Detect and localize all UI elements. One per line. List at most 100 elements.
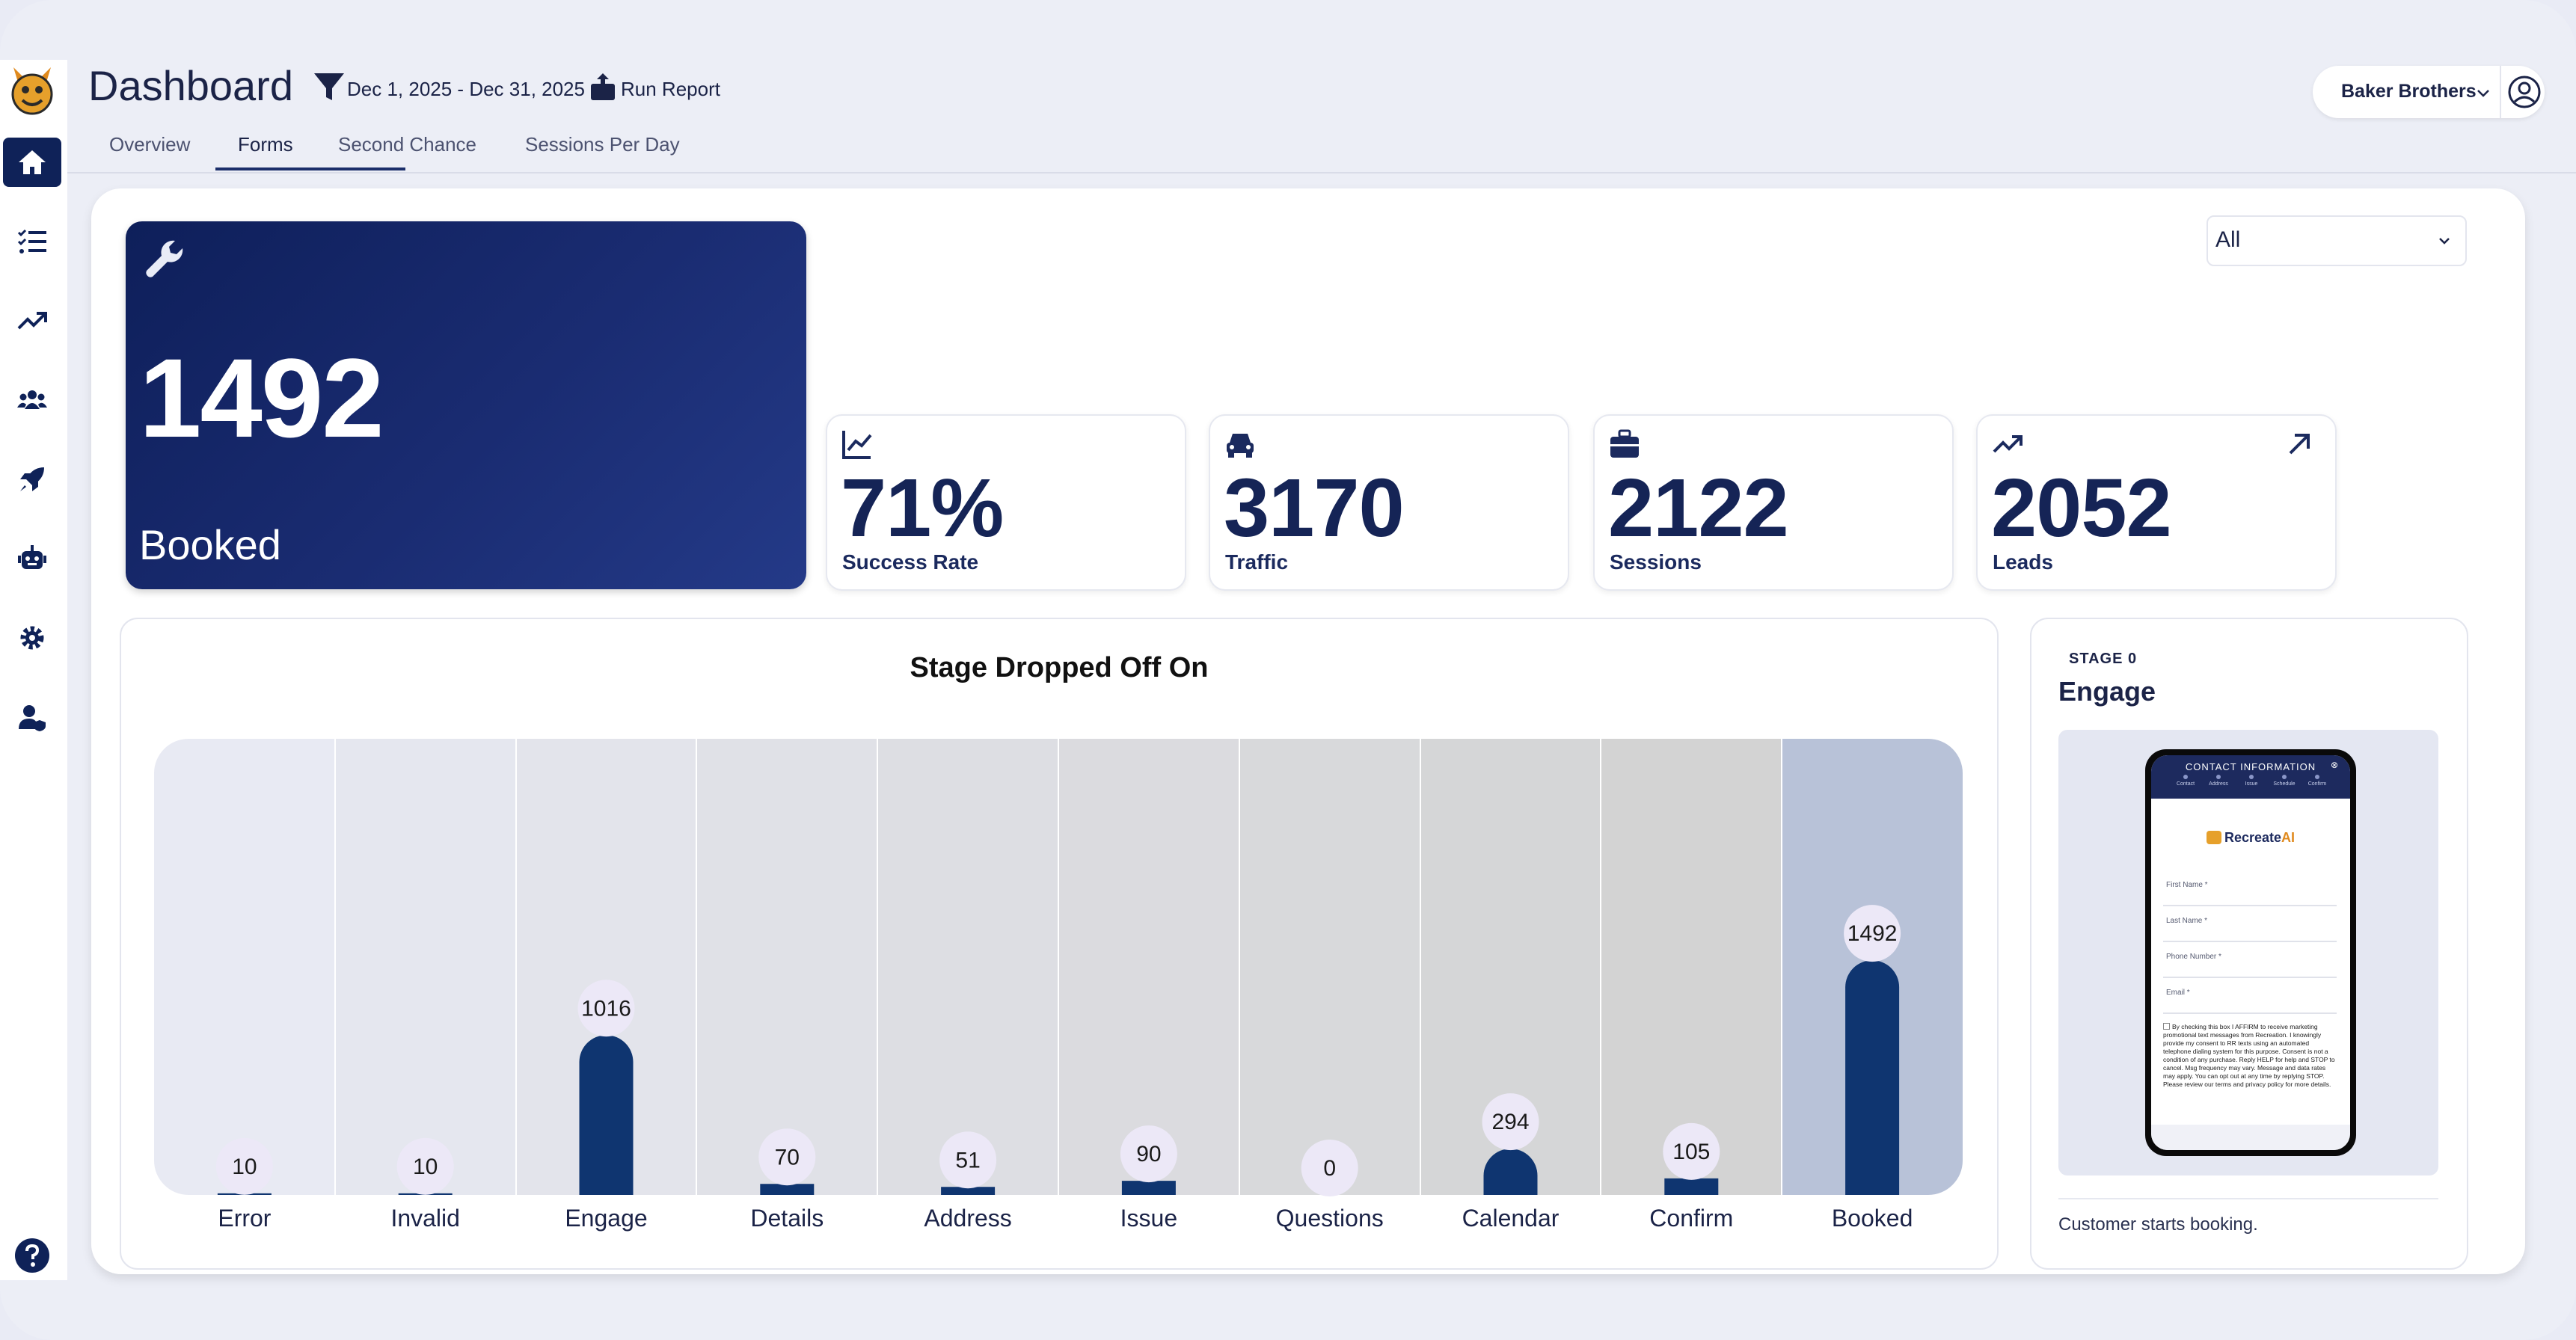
trending-icon — [1993, 435, 2023, 453]
chart-bar[interactable] — [941, 1187, 996, 1195]
page-title: Dashboard — [88, 62, 293, 109]
stat-card-sessions: 2122 Sessions — [1593, 414, 1954, 591]
phone-screen: CONTACT INFORMATION ⊗ Contact Address Is… — [2151, 755, 2350, 1150]
stat-value: 2122 — [1608, 462, 1789, 554]
chart-column-separator — [1600, 739, 1602, 1195]
gear-icon — [20, 626, 44, 650]
tab-overview[interactable]: Overview — [109, 133, 191, 156]
external-arrow-icon[interactable] — [2284, 429, 2314, 459]
close-icon: ⊗ — [2331, 760, 2339, 770]
chart-category-label: Questions — [1276, 1205, 1384, 1232]
share-icon[interactable] — [589, 72, 616, 102]
chart-label-bubble — [1120, 1125, 1177, 1183]
chart-label-bubble — [1663, 1122, 1720, 1180]
chart-bar-group[interactable]: 105 Confirm — [1649, 1122, 1733, 1232]
sidebar-item-admin[interactable] — [3, 692, 61, 742]
chart-bar-group[interactable]: 10 Invalid — [390, 1137, 460, 1232]
chart-data-label: 1016 — [581, 996, 631, 1021]
stat-card-leads[interactable]: 2052 Leads — [1976, 414, 2337, 591]
trending-icon — [17, 312, 47, 330]
home-icon — [19, 150, 46, 174]
form-filter-select[interactable]: All — [2207, 215, 2467, 266]
chart-category-label: Address — [924, 1205, 1011, 1232]
phone-step: Schedule — [2268, 775, 2301, 787]
account-name: Baker Brothers — [2341, 81, 2477, 102]
stage-tag: STAGE 0 — [2069, 651, 2138, 667]
sidebar-item-rocket[interactable] — [3, 455, 61, 504]
sidebar-item-home[interactable] — [3, 138, 61, 187]
chart-bar[interactable] — [1664, 1178, 1719, 1195]
sidebar-item-users[interactable] — [3, 375, 61, 425]
chart-category-label: Calendar — [1462, 1205, 1560, 1232]
hero-value: 1492 — [139, 335, 384, 461]
phone-field: First Name * — [2163, 878, 2337, 906]
chart-category-label: Confirm — [1649, 1205, 1733, 1232]
chart-bar-group[interactable]: 10 Error — [215, 1137, 273, 1232]
stat-card-traffic: 3170 Traffic — [1209, 414, 1569, 591]
stage-name: Engage — [2058, 676, 2156, 707]
chart-bar-group[interactable]: 1016 Engage — [565, 980, 648, 1232]
filter-icon[interactable] — [311, 69, 347, 105]
brand-logo: RecreateAI — [2151, 830, 2350, 846]
chart-category-label: Error — [218, 1205, 271, 1232]
chart-column-separator — [1781, 739, 1783, 1195]
robot-icon — [18, 545, 46, 569]
chart-label-bubble — [939, 1131, 997, 1189]
tab-sessions-per-day[interactable]: Sessions Per Day — [525, 133, 680, 156]
phone-header: CONTACT INFORMATION ⊗ Contact Address Is… — [2151, 755, 2350, 799]
chart-card: Stage Dropped Off On 10 Error 10 Invalid 101… — [120, 618, 1999, 1270]
run-report-button[interactable]: Run Report — [621, 78, 720, 100]
users-icon — [17, 390, 47, 409]
chart-category-label: Booked — [1832, 1205, 1913, 1232]
wrench-icon — [146, 240, 183, 277]
chart-bar-group[interactable]: 1492 Booked — [1832, 905, 1913, 1232]
chart-bar-group[interactable]: 90 Issue — [1120, 1125, 1177, 1232]
phone-step: Address — [2202, 775, 2235, 787]
stat-card-success-rate: 71% Success Rate — [826, 414, 1186, 591]
form-filter-value: All — [2215, 227, 2241, 252]
chart-data-label: 70 — [775, 1145, 800, 1170]
chart-data-label: 0 — [1323, 1156, 1336, 1181]
phone-mockup: CONTACT INFORMATION ⊗ Contact Address Is… — [2145, 749, 2356, 1156]
user-circle-icon[interactable] — [2507, 75, 2542, 109]
chart-bar-group[interactable]: 294 Calendar — [1462, 1093, 1560, 1232]
sidebar-item-trending[interactable] — [3, 296, 61, 345]
rocket-icon — [20, 467, 44, 491]
stage-dropoff-chart: 10 Error 10 Invalid 1016 Engage 70 Details 51 Add… — [215, 905, 1913, 1232]
chart-bar-group[interactable]: 70 Details — [750, 1128, 824, 1232]
sidebar-item-settings[interactable] — [3, 613, 61, 663]
chart-column-bg — [696, 739, 878, 1195]
chart-bar[interactable] — [1845, 960, 1900, 1195]
account-switcher[interactable]: Baker Brothers — [2313, 66, 2545, 118]
app-logo[interactable] — [7, 64, 57, 117]
chart-column-separator — [1419, 739, 1421, 1195]
chart-column-separator — [334, 739, 336, 1195]
sidebar-item-bots[interactable] — [3, 534, 61, 583]
chart-bar[interactable] — [579, 1035, 634, 1195]
chart-bar[interactable] — [1483, 1149, 1538, 1195]
chart-bar[interactable] — [760, 1184, 815, 1195]
stat-label: Sessions — [1610, 550, 1702, 574]
chart-label-bubble — [396, 1137, 454, 1195]
help-button[interactable] — [13, 1237, 51, 1274]
car-icon — [1227, 434, 1254, 458]
sidebar-item-checklist[interactable] — [3, 217, 61, 266]
phone-step: Contact — [2169, 775, 2202, 787]
tab-second-chance[interactable]: Second Chance — [338, 133, 477, 156]
tab-forms[interactable]: Forms — [238, 133, 293, 156]
chart-bar-group[interactable]: 51 Address — [924, 1131, 1012, 1232]
stat-value: 3170 — [1224, 462, 1405, 554]
phone-steps: Contact Address Issue Schedule Confirm — [2169, 775, 2334, 797]
stat-label: Leads — [1993, 550, 2053, 574]
stat-value: 71% — [841, 462, 1004, 554]
chart-bar[interactable] — [1121, 1181, 1176, 1195]
chart-bar-group[interactable]: 0 Questions — [1276, 1140, 1384, 1232]
chart-column-separator — [515, 739, 517, 1195]
chart-data-label: 294 — [1491, 1110, 1529, 1134]
date-range-picker[interactable]: Dec 1, 2025 - Dec 31, 2025 — [347, 78, 585, 100]
chart-label-bubble — [758, 1128, 816, 1186]
chart-category-label: Invalid — [390, 1205, 460, 1232]
header-divider — [67, 172, 2576, 173]
chart-data-label: 1492 — [1847, 921, 1898, 946]
